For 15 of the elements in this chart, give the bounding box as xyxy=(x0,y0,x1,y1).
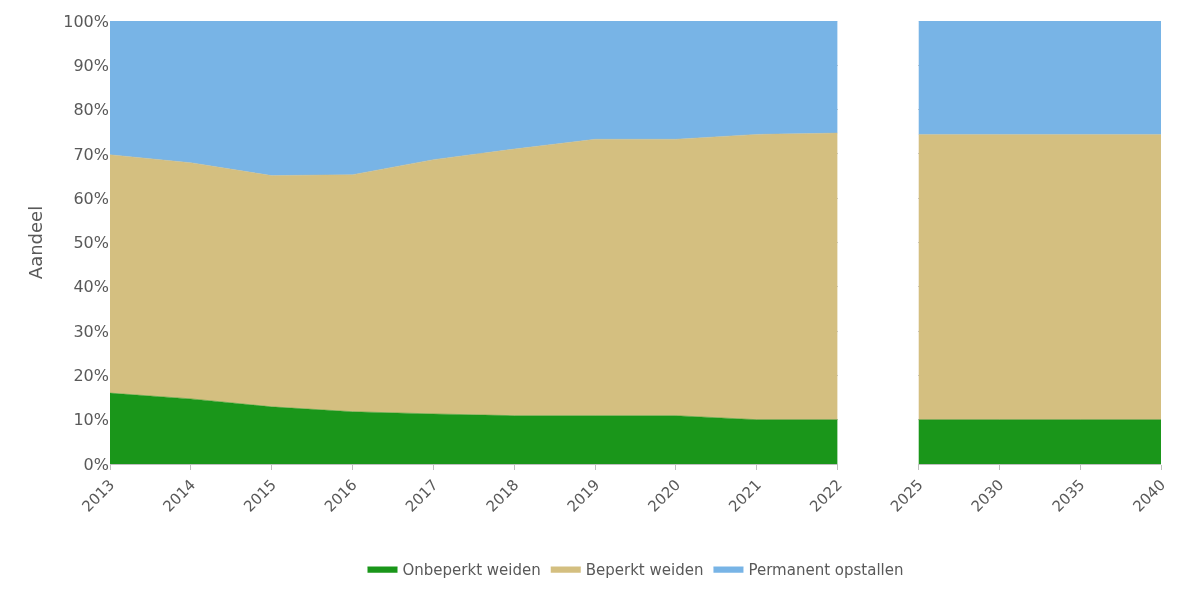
y-tick-label: 80% xyxy=(73,100,109,120)
y-tick-label: 60% xyxy=(73,188,109,208)
y-tick-label: 100% xyxy=(63,11,109,31)
y-tick-label: 0% xyxy=(83,454,109,474)
y-tick-label: 40% xyxy=(73,277,109,297)
legend-label: Beperkt weiden xyxy=(585,560,704,579)
y-tick-label: 90% xyxy=(73,55,109,75)
legend-label: Permanent opstallen xyxy=(748,560,904,579)
y-tick-label: 70% xyxy=(73,144,109,164)
legend-label: Onbeperkt weiden xyxy=(402,560,541,579)
y-tick-label: 30% xyxy=(73,321,109,341)
y-tick-label: 10% xyxy=(73,410,109,430)
y-tick-label: 50% xyxy=(73,233,109,253)
y-tick-label: 20% xyxy=(73,366,109,385)
y-axis-title: Aandeel xyxy=(25,205,47,280)
